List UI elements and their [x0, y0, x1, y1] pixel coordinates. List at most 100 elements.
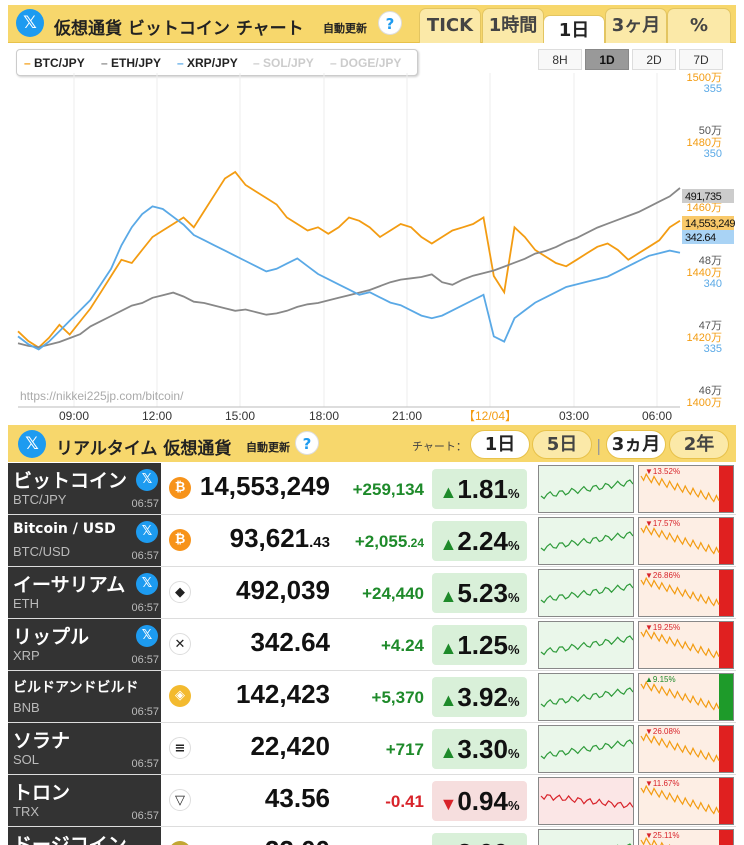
up-arrow-icon: ▲	[439, 742, 458, 762]
mini-chart-1d[interactable]	[538, 621, 634, 669]
mini-chart-1d[interactable]	[538, 517, 634, 565]
section-tab-2[interactable]: 3ヵ月	[606, 430, 666, 459]
coin-name-cell[interactable]: ソラナ SOL 06:57	[8, 723, 161, 774]
legend-label: DOGE/JPY	[340, 56, 402, 70]
coin-name: リップル	[13, 626, 90, 648]
x-share-icon[interactable]: 𝕏	[136, 521, 158, 543]
percent-value: 5.23	[457, 578, 508, 608]
legend-item-4[interactable]: – DOGE/JPY	[330, 56, 401, 70]
mini-chart-1d[interactable]	[538, 569, 634, 617]
percent-value: 2.24	[457, 526, 508, 556]
x-tick-label: 03:00	[559, 409, 589, 423]
tab-period-4[interactable]: %	[667, 8, 731, 43]
mini-chart-1d[interactable]	[538, 777, 634, 825]
table-row[interactable]: Bitcoin / USD BTC/USD 06:57 𝕏 ₿ 93,621.43 +2,0…	[8, 515, 736, 567]
change-main: +2,055	[354, 532, 408, 551]
mini-chart-1d[interactable]	[538, 673, 634, 721]
price-value: 14,553,249	[193, 471, 330, 502]
mini-chart-1d[interactable]	[538, 465, 634, 513]
x-share-icon[interactable]: 𝕏	[18, 430, 46, 458]
x-share-icon[interactable]: 𝕏	[136, 573, 158, 595]
coin-symbol: BNB	[13, 700, 40, 715]
change-value: +4.24	[328, 636, 424, 656]
price-main: 43.56	[264, 783, 330, 813]
tab-period-3[interactable]: 3ヶ月	[605, 8, 667, 43]
coin-name-cell[interactable]: ビルドアンドビルド BNB 06:57	[8, 671, 161, 722]
change-value: -0.41	[328, 792, 424, 812]
tab-period-2[interactable]: 1日	[543, 15, 605, 45]
x-share-icon[interactable]: 𝕏	[136, 625, 158, 647]
change-main: -0.41	[385, 792, 424, 811]
tab-period-0[interactable]: TICK	[419, 8, 481, 43]
coin-symbol: BTC/USD	[13, 544, 71, 559]
mini-chart-3m[interactable]: ▼11.67%	[638, 777, 734, 825]
mini-chart-3m[interactable]: ▼26.86%	[638, 569, 734, 617]
mini-chart-3m[interactable]: ▼13.52%	[638, 465, 734, 513]
btc-axis-label: 1480万	[687, 137, 722, 149]
mini-chart-3m[interactable]: ▼26.08%	[638, 725, 734, 773]
mini-chart-1d[interactable]	[538, 725, 634, 773]
percent-value: 0.94	[457, 786, 508, 816]
help-icon[interactable]: ?	[295, 431, 319, 455]
legend-item-2[interactable]: – XRP/JPY	[177, 56, 238, 70]
coin-symbol: ETH	[13, 596, 39, 611]
range-tab-3[interactable]: 7D	[679, 49, 723, 70]
change-value: +2,055.24	[328, 532, 424, 552]
section-tab-3[interactable]: 2年	[669, 430, 729, 459]
percent-value: 3.30	[457, 734, 508, 764]
table-row[interactable]: イーサリアム ETH 06:57 𝕏 ◆ 492,039 +24,440 ▲5.23% ▼26.…	[8, 567, 736, 619]
chart-period-label: チャート：	[412, 440, 467, 453]
legend-item-1[interactable]: – ETH/JPY	[101, 56, 161, 70]
mini-chart-3m[interactable]: ▼17.57%	[638, 517, 734, 565]
section-tab-1[interactable]: 5日	[532, 430, 592, 459]
percent-change: ▲2.00%	[432, 833, 527, 845]
tab-period-1[interactable]: 1時間	[482, 8, 544, 43]
help-icon[interactable]: ?	[378, 11, 402, 35]
change-value: +259,134	[328, 480, 424, 500]
range-tab-2[interactable]: 2D	[632, 49, 676, 70]
coin-name-cell[interactable]: Bitcoin / USD BTC/USD 06:57 𝕏	[8, 515, 161, 566]
x-tick-label: 12:00	[142, 409, 172, 423]
x-share-icon[interactable]: 𝕏	[136, 469, 158, 491]
mini-chart-3m[interactable]: ▲9.15%	[638, 673, 734, 721]
coin-name: イーサリアム	[13, 574, 126, 596]
table-row[interactable]: ビルドアンドビルド BNB 06:57 ◈ 142,423 +5,370 ▲3.92% ▲9.…	[8, 671, 736, 723]
coin-name-cell[interactable]: ドージコインDOGE06:57	[8, 827, 161, 845]
coin-name: Bitcoin / USD	[13, 521, 116, 537]
mini-chart-svg: ▼17.57%	[639, 518, 733, 564]
mini-chart-1d[interactable]	[538, 829, 634, 845]
mini-chart-3m[interactable]: ▼25.11%	[638, 829, 734, 845]
mini-chart-3m[interactable]: ▼19.25%	[638, 621, 734, 669]
series-line-xrp-jpy	[17, 205, 681, 351]
table-row[interactable]: トロン TRX 06:57 ▽ 43.56 -0.41 ▼0.94% ▼11.67%	[8, 775, 736, 827]
coin-name: ソラナ	[13, 730, 71, 752]
table-row[interactable]: リップル XRP 06:57 𝕏 ✕ 342.64 +4.24 ▲1.25% ▼19.25%	[8, 619, 736, 671]
mini-chart-svg: ▼26.08%	[639, 726, 733, 772]
update-time: 06:57	[131, 810, 159, 822]
eth-axis-label: 47万	[699, 320, 722, 332]
table-row[interactable]: ビットコイン BTC/JPY 06:57 𝕏 ₿ 14,553,249 +259,134 ▲1…	[8, 463, 736, 515]
percent-change: ▲3.30%	[432, 729, 527, 769]
section-tab-0[interactable]: 1日	[470, 430, 530, 459]
section-title: リアルタイム 仮想通貨	[56, 439, 232, 459]
x-share-icon[interactable]: 𝕏	[16, 9, 44, 37]
change-main: +259,134	[352, 480, 424, 499]
coin-name-cell[interactable]: トロン TRX 06:57	[8, 775, 161, 826]
last-value-badge-bg	[682, 230, 734, 244]
legend-item-3[interactable]: – SOL/JPY	[253, 56, 314, 70]
table-row[interactable]: ドージコインDOGE06:57 Ð 22.00 ▲2.00% ▼25.11%	[8, 827, 736, 845]
table-row[interactable]: ソラナ SOL 06:57 ≡ 22,420 +717 ▲3.30% ▼26.08%	[8, 723, 736, 775]
btc-axis-label: 1420万	[687, 332, 722, 344]
mini-chart-svg	[539, 726, 634, 772]
coin-name-cell[interactable]: リップル XRP 06:57 𝕏	[8, 619, 161, 670]
coin-name: ビルドアンドビルド	[13, 680, 139, 696]
legend-item-0[interactable]: – BTC/JPY	[24, 56, 85, 70]
coin-symbol: XRP	[13, 648, 40, 663]
percent-value: 3.92	[457, 682, 508, 712]
coin-name-cell[interactable]: ビットコイン BTC/JPY 06:57 𝕏	[8, 463, 161, 514]
percent-change: ▲1.25%	[432, 625, 527, 665]
range-tab-0[interactable]: 8H	[538, 49, 582, 70]
coin-name-cell[interactable]: イーサリアム ETH 06:57 𝕏	[8, 567, 161, 618]
percent-change: ▲3.92%	[432, 677, 527, 717]
range-tab-1[interactable]: 1D	[585, 49, 629, 70]
